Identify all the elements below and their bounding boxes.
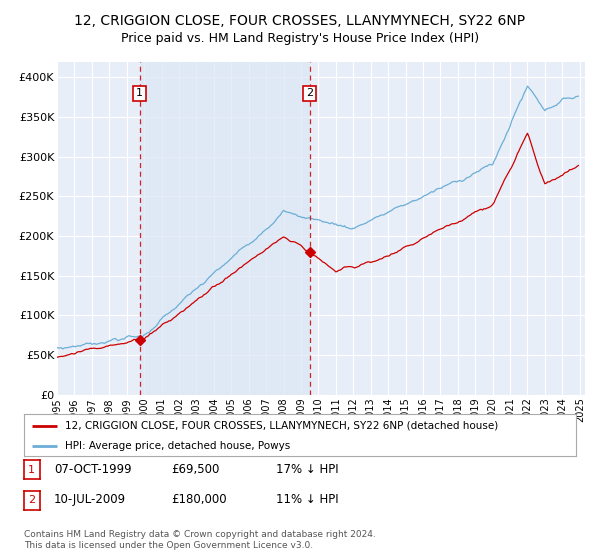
Text: 11% ↓ HPI: 11% ↓ HPI (276, 493, 338, 506)
Text: 12, CRIGGION CLOSE, FOUR CROSSES, LLANYMYNECH, SY22 6NP (detached house): 12, CRIGGION CLOSE, FOUR CROSSES, LLANYM… (65, 421, 499, 431)
Text: HPI: Average price, detached house, Powys: HPI: Average price, detached house, Powy… (65, 441, 290, 451)
Text: 12, CRIGGION CLOSE, FOUR CROSSES, LLANYMYNECH, SY22 6NP: 12, CRIGGION CLOSE, FOUR CROSSES, LLANYM… (74, 14, 526, 28)
Text: 1: 1 (28, 465, 35, 475)
Text: 07-OCT-1999: 07-OCT-1999 (54, 463, 131, 476)
Text: £180,000: £180,000 (171, 493, 227, 506)
Text: Contains HM Land Registry data © Crown copyright and database right 2024.
This d: Contains HM Land Registry data © Crown c… (24, 530, 376, 550)
Text: 2: 2 (306, 88, 313, 99)
Text: 2: 2 (28, 495, 35, 505)
Text: 1: 1 (136, 88, 143, 99)
Bar (140, 62, 310, 395)
Text: 17% ↓ HPI: 17% ↓ HPI (276, 463, 338, 476)
Text: £69,500: £69,500 (171, 463, 220, 476)
Text: Price paid vs. HM Land Registry's House Price Index (HPI): Price paid vs. HM Land Registry's House … (121, 32, 479, 45)
Text: 10-JUL-2009: 10-JUL-2009 (54, 493, 126, 506)
